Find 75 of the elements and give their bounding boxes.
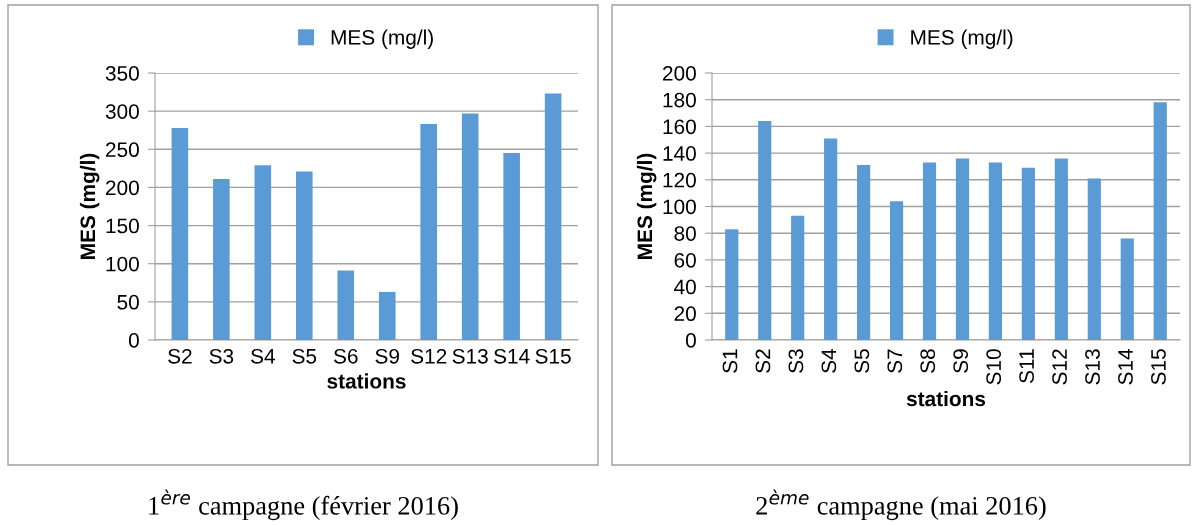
bar [171, 127, 189, 340]
y-tick-label: 0 [128, 333, 139, 348]
y-tick-label: 60 [674, 252, 696, 268]
y-tick-label: 200 [106, 180, 139, 196]
bar [955, 158, 970, 340]
bar [857, 165, 871, 340]
text: 1$^{ère}$ campagne (février 2016) [149, 489, 458, 521]
x-tick-label: S8 [920, 349, 936, 373]
bar [1054, 158, 1068, 340]
x-tick-label: S5 [292, 348, 317, 364]
x-tick-label: S4 [821, 348, 837, 373]
bar [1021, 167, 1035, 340]
bar [824, 138, 838, 340]
x-tick-label: S10 [986, 349, 1002, 385]
bar [791, 215, 805, 340]
y-tick-label: 350 [105, 66, 139, 81]
x-axis-title: stations [906, 390, 986, 407]
x-tick-label: S15 [535, 348, 571, 364]
y-tick-label: 100 [106, 256, 139, 272]
y-tick-label: 250 [106, 142, 139, 158]
bar [461, 113, 479, 340]
x-tick-label: S6 [333, 348, 358, 364]
x-tick-label: S11 [1019, 349, 1034, 383]
text: 2$^{ème}$ campagne (mai 2016) [756, 489, 1046, 521]
y-axis-title: MES (mg/l) [636, 153, 657, 259]
legend-label: MES (mg/l) [911, 29, 1013, 49]
bar [1153, 102, 1167, 340]
bar [725, 229, 739, 340]
x-tick-label: S14 [494, 348, 530, 364]
x-tick-label: S3 [209, 348, 234, 364]
bar [213, 179, 230, 340]
x-tick-label: S1 [722, 349, 738, 373]
x-tick-label: S12 [411, 348, 447, 364]
y-tick-label: 120 [663, 172, 696, 188]
y-tick-label: 140 [663, 146, 696, 161]
y-tick-label: 180 [663, 92, 696, 108]
y-tick-label: 80 [674, 226, 696, 241]
bar [420, 124, 437, 340]
y-tick-label: 20 [674, 306, 696, 322]
y-tick-label: 100 [663, 199, 696, 215]
x-axis-title: stations [327, 373, 406, 389]
x-tick-label: S13 [1085, 349, 1100, 385]
y-tick-label: 0 [685, 333, 696, 348]
x-tick-label: S5 [854, 349, 870, 373]
bar [503, 153, 520, 340]
x-tick-label: S7 [887, 349, 903, 373]
x-tick-label: S3 [788, 349, 804, 373]
x-tick-label: S15 [1151, 349, 1166, 385]
x-tick-label: S4 [251, 348, 275, 364]
y-tick-label: 200 [663, 66, 696, 81]
bar [544, 93, 562, 340]
legend-label: MES (mg/l) [331, 29, 433, 49]
bar [337, 270, 355, 340]
bar [988, 162, 1003, 340]
x-tick-label: S2 [168, 348, 192, 364]
bar [254, 165, 272, 340]
bar [758, 121, 772, 340]
bar [1120, 238, 1134, 340]
y-tick-label: 150 [106, 218, 139, 234]
x-tick-label: S9 [953, 349, 969, 373]
bar [378, 291, 396, 340]
y-tick-label: 160 [663, 119, 696, 135]
x-tick-label: S14 [1118, 348, 1133, 385]
x-tick-label: S13 [452, 348, 488, 364]
y-tick-label: 300 [105, 104, 139, 119]
bar [1087, 178, 1101, 340]
bar [922, 162, 937, 340]
bar [296, 171, 313, 340]
y-tick-label: 50 [117, 294, 139, 310]
x-tick-label: S2 [755, 349, 771, 373]
y-axis-title: MES (mg/l) [79, 153, 100, 259]
y-tick-label: 40 [674, 279, 696, 295]
x-tick-label: S9 [375, 348, 399, 364]
bar [889, 201, 904, 340]
x-tick-label: S12 [1052, 349, 1067, 385]
